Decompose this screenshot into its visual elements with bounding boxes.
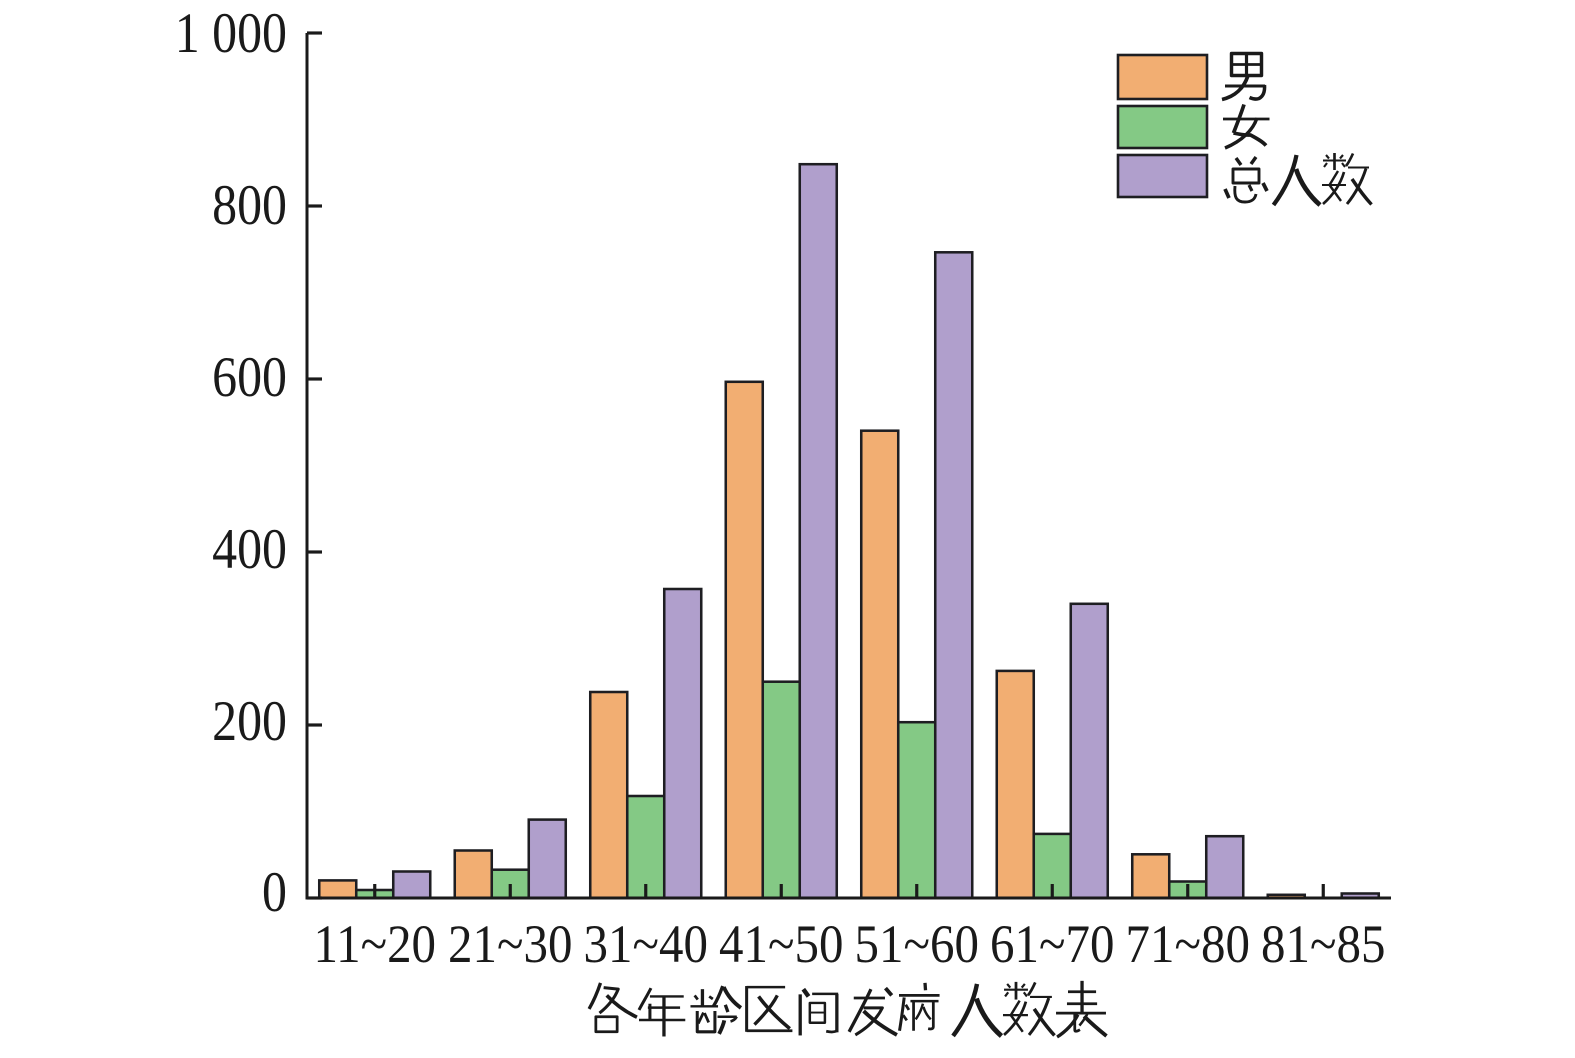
svg-text:31~40: 31~40: [584, 915, 708, 975]
svg-text:41~50: 41~50: [719, 915, 843, 975]
svg-text:600: 600: [212, 345, 287, 409]
svg-text:0: 0: [262, 860, 287, 924]
svg-text:21~30: 21~30: [448, 915, 572, 975]
svg-text:51~60: 51~60: [855, 915, 979, 975]
svg-text:200: 200: [212, 689, 287, 753]
svg-text:400: 400: [212, 517, 287, 581]
svg-text:1 000: 1 000: [175, 1, 287, 65]
svg-text:800: 800: [212, 173, 287, 237]
svg-text:71~80: 71~80: [1126, 915, 1250, 975]
svg-text:81~85: 81~85: [1261, 915, 1385, 975]
svg-text:61~70: 61~70: [990, 915, 1114, 975]
svg-text:11~20: 11~20: [313, 915, 436, 975]
